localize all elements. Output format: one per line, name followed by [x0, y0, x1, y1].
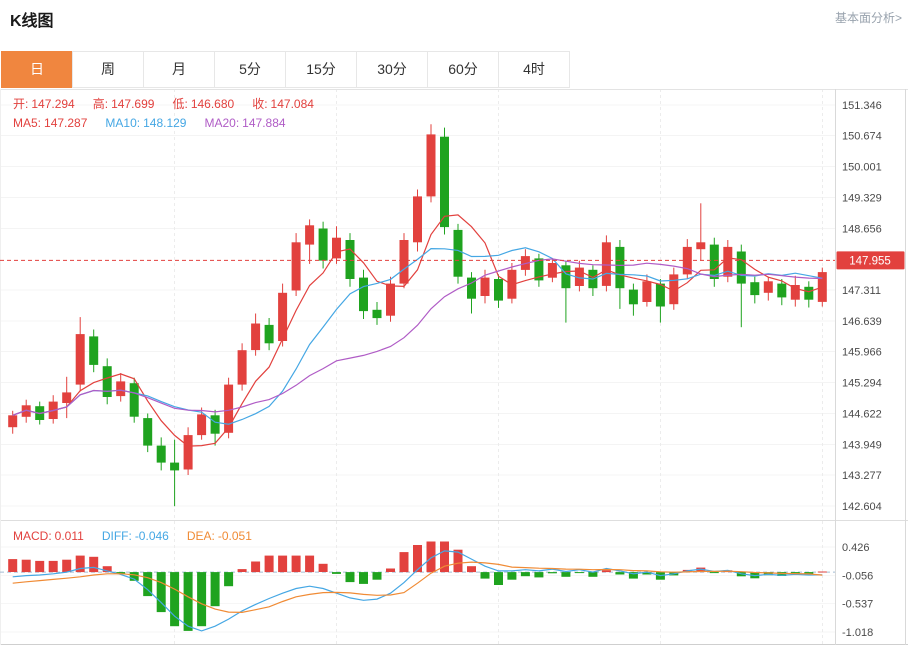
svg-text:0.426: 0.426 — [842, 542, 870, 554]
svg-text:143.949: 143.949 — [842, 439, 882, 451]
period-tabs: 日 周 月 5分 15分 30分 60分 4时 — [1, 51, 570, 88]
ma5-label: MA5: — [13, 116, 42, 130]
svg-text:150.001: 150.001 — [842, 162, 882, 174]
tab-daily[interactable]: 日 — [1, 51, 73, 88]
macd-label: MACD: — [13, 529, 52, 543]
svg-text:142.604: 142.604 — [842, 501, 882, 513]
svg-text:144.622: 144.622 — [842, 408, 882, 420]
ohlc-info: 开: 147.294 高: 147.699 低: 146.680 收: 147.084 — [13, 95, 317, 112]
ma20-value: 147.884 — [242, 116, 286, 130]
svg-text:151.346: 151.346 — [842, 100, 882, 112]
close-label: 收: — [252, 97, 268, 111]
svg-text:146.639: 146.639 — [842, 316, 882, 328]
svg-text:-0.056: -0.056 — [842, 570, 873, 582]
svg-text:145.294: 145.294 — [842, 378, 882, 390]
tab-monthly[interactable]: 月 — [143, 51, 215, 88]
macd-value: 0.011 — [54, 529, 84, 543]
low-value: 146.680 — [190, 97, 235, 111]
ma-info: MA5: 147.287 MA10: 148.129 MA20: 147.884 — [13, 116, 289, 130]
macd-info: MACD: 0.011 DIFF: -0.046 DEA: -0.051 — [13, 529, 255, 543]
chart-borders — [0, 89, 908, 645]
svg-text:-1.018: -1.018 — [842, 627, 873, 639]
dea-value: -0.051 — [217, 529, 252, 543]
tab-4hour[interactable]: 4时 — [498, 51, 570, 88]
diff-label: DIFF: — [101, 529, 132, 543]
kline-chart[interactable]: 147.955 151.346 150.674 150.001 149.329 148.6… — [0, 89, 908, 647]
svg-text:147.311: 147.311 — [842, 285, 881, 297]
svg-text:148.656: 148.656 — [842, 223, 882, 235]
price-axis: 151.346 150.674 150.001 149.329 148.656 147.3… — [842, 100, 882, 513]
dea-label: DEA: — [186, 529, 215, 543]
high-label: 高: — [92, 97, 109, 111]
high-value: 147.699 — [111, 97, 155, 111]
tab-weekly[interactable]: 周 — [72, 51, 144, 88]
page-title: K线图 — [10, 13, 54, 30]
ma10-value: 148.129 — [143, 116, 187, 130]
macd-axis: 0.426 -0.056 -0.537 -1.018 — [842, 542, 873, 639]
svg-text:-0.537: -0.537 — [842, 599, 873, 611]
ma20-label: MA20: — [204, 116, 240, 130]
price-panel: 147.955 — [0, 124, 905, 507]
tab-5min[interactable]: 5分 — [214, 51, 286, 88]
svg-text:149.329: 149.329 — [842, 192, 882, 204]
svg-text:147.955: 147.955 — [849, 255, 891, 267]
ma5-value: 147.287 — [44, 116, 88, 130]
open-value: 147.294 — [31, 97, 75, 111]
fundamental-analysis-link[interactable]: 基本面分析> — [834, 11, 902, 25]
low-label: 低: — [172, 97, 188, 111]
ma10-label: MA10: — [105, 116, 141, 130]
last-price-tag: 147.955 — [836, 251, 905, 270]
open-label: 开: — [13, 97, 29, 111]
tab-30min[interactable]: 30分 — [356, 51, 428, 88]
close-value: 147.084 — [270, 97, 314, 111]
diff-value: -0.046 — [134, 529, 169, 543]
macd-panel — [0, 541, 835, 632]
svg-text:150.674: 150.674 — [842, 131, 882, 143]
tab-15min[interactable]: 15分 — [285, 51, 357, 88]
svg-text:143.277: 143.277 — [842, 470, 882, 482]
tab-60min[interactable]: 60分 — [427, 51, 499, 88]
svg-text:145.966: 145.966 — [842, 347, 882, 359]
